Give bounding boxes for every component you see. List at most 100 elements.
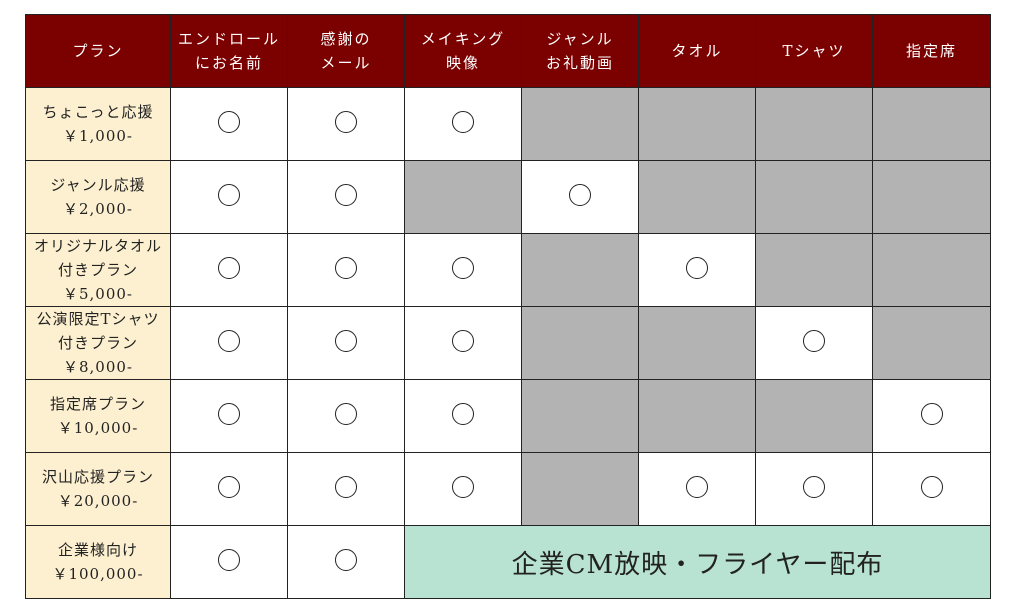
header-text: メイキング [420, 30, 506, 48]
plan-name-cell: ちょこっと応援 ￥1,000- [25, 87, 171, 161]
included-cell-thanks-mail [287, 160, 405, 234]
not-included-cell-genre-thanks-video [521, 379, 639, 453]
not-included-cell-reserved-seat [872, 160, 991, 234]
included-cell-endroll-name [170, 87, 288, 161]
not-included-cell-genre-thanks-video [521, 306, 639, 380]
plan-price: ￥5,000- [62, 285, 133, 303]
circle-icon [335, 111, 357, 133]
plan-comparison-table: プラン エンドロール にお名前 感謝の メール メイキング 映像 ジャンル お礼動画 タオル Tシャ… [25, 14, 991, 599]
circle-icon [452, 403, 474, 425]
circle-icon [452, 330, 474, 352]
header-text: 感謝の [320, 30, 372, 48]
circle-icon [218, 111, 240, 133]
included-cell-endroll-name [170, 525, 288, 599]
header-text: お礼動画 [545, 54, 614, 72]
not-included-cell-genre-thanks-video [521, 452, 639, 526]
included-cell-thanks-mail [287, 233, 405, 307]
included-cell-making-video [404, 452, 522, 526]
included-cell-t-shirt [755, 306, 873, 380]
included-cell-endroll-name [170, 379, 288, 453]
plan-name: 付きプラン [57, 261, 138, 279]
not-included-cell-genre-thanks-video [521, 233, 639, 307]
not-included-cell-t-shirt [755, 379, 873, 453]
header-text: メール [320, 54, 372, 72]
plan-price: ￥1,000- [62, 127, 133, 145]
plan-name-cell: 企業様向け ￥100,000- [25, 525, 171, 599]
included-cell-endroll-name [170, 233, 288, 307]
circle-icon [335, 330, 357, 352]
circle-icon [920, 403, 943, 425]
plan-name: ジャンル応援 [50, 176, 146, 194]
circle-icon [686, 476, 708, 498]
header-text: 映像 [445, 54, 480, 72]
circle-icon [803, 330, 825, 352]
header-making-video: メイキング 映像 [404, 14, 522, 88]
header-text: 指定席 [905, 42, 957, 60]
table-row: ジャンル応援 ￥2,000- [25, 160, 991, 234]
header-text: にお名前 [194, 54, 263, 72]
circle-icon [452, 111, 474, 133]
included-cell-towel [638, 452, 756, 526]
included-cell-reserved-seat [872, 452, 991, 526]
header-text: エンドロール [177, 30, 280, 48]
plan-name: ちょこっと応援 [42, 103, 154, 121]
plan-name-cell: 公演限定Tシャツ 付きプラン ￥8,000- [25, 306, 171, 380]
header-genre-thanks-video: ジャンル お礼動画 [521, 14, 639, 88]
plan-price: ￥8,000- [62, 358, 133, 376]
plan-price: ￥100,000- [52, 565, 144, 583]
header-thanks-mail: 感謝の メール [287, 14, 405, 88]
header-text: タオル [671, 42, 723, 60]
header-reserved-seat: 指定席 [872, 14, 991, 88]
not-included-cell-making-video [404, 160, 522, 234]
circle-icon [335, 476, 357, 498]
plan-name: 付きプラン [57, 334, 138, 352]
plan-name: 指定席プラン [49, 395, 146, 413]
included-cell-endroll-name [170, 452, 288, 526]
included-cell-endroll-name [170, 160, 288, 234]
circle-icon [920, 476, 943, 498]
header-towel: タオル [638, 14, 756, 88]
plan-name-cell: 沢山応援プラン ￥20,000- [25, 452, 171, 526]
circle-icon [218, 330, 240, 352]
not-included-cell-t-shirt [755, 87, 873, 161]
circle-icon [452, 476, 474, 498]
corporate-benefit-banner: 企業CM放映・フライヤー配布 [404, 525, 991, 599]
included-cell-reserved-seat [872, 379, 991, 453]
header-endroll-name: エンドロール にお名前 [170, 14, 288, 88]
included-cell-endroll-name [170, 306, 288, 380]
included-cell-thanks-mail [287, 452, 405, 526]
circle-icon [218, 476, 240, 498]
included-cell-making-video [404, 233, 522, 307]
not-included-cell-reserved-seat [872, 306, 991, 380]
plan-price: ￥2,000- [62, 200, 133, 218]
plan-name: 企業様向け [57, 541, 138, 559]
included-cell-making-video [404, 306, 522, 380]
header-row: プラン エンドロール にお名前 感謝の メール メイキング 映像 ジャンル お礼動画 タオル Tシャ… [25, 14, 991, 88]
plan-name: オリジナルタオル [33, 237, 162, 255]
included-cell-making-video [404, 87, 522, 161]
circle-icon [686, 257, 708, 279]
circle-icon [218, 549, 240, 571]
included-cell-genre-thanks-video [521, 160, 639, 234]
table-row: 沢山応援プラン ￥20,000- [25, 452, 991, 526]
not-included-cell-reserved-seat [872, 233, 991, 307]
circle-icon [218, 257, 240, 279]
included-cell-towel [638, 233, 756, 307]
table-row: 企業様向け ￥100,000- 企業CM放映・フライヤー配布 [25, 525, 991, 599]
header-plan: プラン [25, 14, 171, 88]
circle-icon [218, 403, 240, 425]
not-included-cell-towel [638, 306, 756, 380]
plan-price: ￥20,000- [57, 492, 139, 510]
table-row: 指定席プラン ￥10,000- [25, 379, 991, 453]
not-included-cell-t-shirt [755, 233, 873, 307]
circle-icon [335, 549, 357, 571]
included-cell-thanks-mail [287, 87, 405, 161]
circle-icon [452, 257, 474, 279]
plan-name-cell: 指定席プラン ￥10,000- [25, 379, 171, 453]
plan-name-cell: ジャンル応援 ￥2,000- [25, 160, 171, 234]
plan-name: 公演限定Tシャツ [36, 310, 160, 328]
circle-icon [569, 184, 591, 206]
not-included-cell-towel [638, 379, 756, 453]
header-text: Tシャツ [782, 42, 846, 60]
table-row: 公演限定Tシャツ 付きプラン ￥8,000- [25, 306, 991, 380]
